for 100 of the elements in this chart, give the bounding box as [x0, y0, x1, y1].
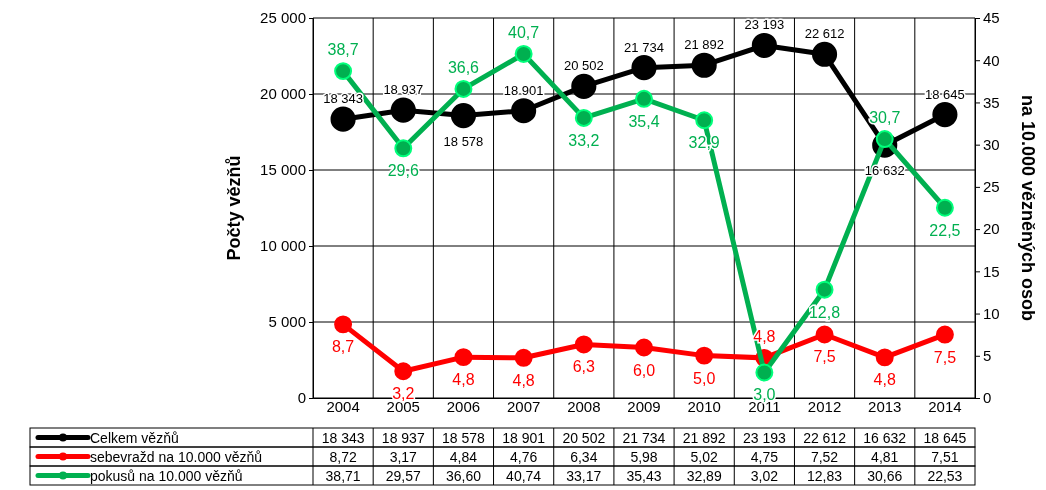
data-label: 18 578: [442, 429, 486, 446]
annotation: 30,7: [869, 109, 901, 127]
point: [811, 41, 838, 67]
data-label: 33,17: [566, 467, 602, 484]
text: 18 343: [323, 91, 363, 107]
legend-label: Celkem vězňů: [90, 429, 179, 446]
x-tick-label: 2008: [567, 398, 601, 416]
data-label: 5,98: [630, 448, 658, 465]
data-label: 22,53: [927, 467, 963, 484]
point: [334, 315, 353, 334]
data-label: 29,57: [385, 467, 421, 484]
y2-tick-label: 30: [983, 135, 1000, 153]
annotation: 22,5: [929, 221, 961, 239]
data-label: 4,75: [750, 448, 779, 465]
text: 23 193: [744, 17, 785, 33]
annotation: 4,8: [452, 371, 475, 389]
annotation: 40,7: [508, 23, 540, 41]
data-label: 16 632: [863, 429, 907, 446]
point: [932, 102, 958, 128]
annotation: 6,0: [632, 361, 656, 379]
y2-tick-label: 40: [983, 51, 1000, 69]
y-tick-label: 0: [297, 389, 306, 407]
y2-tick-label: 45: [983, 9, 1000, 27]
data-label: 18 343: [321, 429, 365, 446]
y-axis-title: Počty vězňů: [224, 155, 244, 261]
x-tick-label: 2013: [868, 398, 902, 416]
text: 22 612: [804, 26, 845, 42]
annotation: 35,4: [628, 112, 660, 130]
text: 20 502: [563, 58, 604, 74]
point: [511, 98, 537, 124]
annotation: 4,8: [512, 371, 535, 389]
annotation: 6,3: [572, 358, 596, 376]
data-label: 6,34: [570, 448, 598, 465]
data-label: 5,02: [690, 448, 719, 465]
x-tick-label: 2006: [446, 398, 481, 416]
text: 18 578: [443, 133, 484, 149]
data-label: 4,84: [449, 448, 478, 465]
text: 21 734: [624, 39, 664, 55]
annotation: 7,5: [813, 348, 836, 366]
x-tick-label: 2004: [326, 398, 360, 416]
data-label: 38,71: [325, 467, 361, 484]
y-tick-label: 10 000: [260, 237, 306, 255]
point: [875, 348, 894, 367]
data-label: 32,89: [686, 467, 722, 484]
x-tick-label: 2010: [687, 398, 721, 416]
y2-tick-label: 0: [983, 389, 992, 407]
text: 18 937: [383, 82, 424, 98]
point: [454, 348, 473, 367]
x-tick-label: 2012: [807, 398, 842, 416]
data-label: 3,02: [750, 467, 779, 484]
data-label: 21 892: [682, 429, 726, 446]
data-label: 7,51: [931, 448, 959, 465]
point: [574, 335, 593, 354]
point: [815, 325, 834, 344]
data-label: 40,74: [506, 467, 542, 484]
legend-label: sebevražd na 10.000 vězňů: [90, 448, 263, 465]
y-tick-label: 15 000: [260, 161, 306, 179]
y2-tick-label: 5: [983, 347, 992, 365]
point: [751, 32, 777, 59]
data-label: 21 734: [622, 429, 666, 446]
data-label: 12,83: [807, 467, 843, 484]
text: 21 892: [684, 37, 725, 53]
text: 16 632: [864, 163, 905, 179]
point: [635, 89, 653, 108]
point: [394, 139, 413, 158]
y2-tick-label: 10: [983, 304, 1000, 322]
point: [935, 325, 954, 344]
annotation: 36,6: [447, 58, 480, 76]
annotation: 5,0: [693, 369, 716, 387]
y2-tick-label: 15: [983, 262, 1000, 280]
data-label: 18 645: [923, 429, 967, 446]
point: [571, 73, 597, 99]
x-tick-label: 2009: [627, 398, 661, 416]
data-label: 35,43: [626, 467, 662, 484]
point: [390, 97, 416, 123]
x-tick-label: 2007: [506, 398, 541, 416]
data-label: 30,66: [867, 467, 903, 484]
annotation: 8,7: [331, 338, 355, 356]
point: [450, 103, 477, 129]
data-label: 3,17: [389, 448, 418, 465]
annotation: 33,2: [568, 131, 600, 149]
point: [394, 362, 413, 381]
data-label: 23 193: [742, 429, 786, 446]
annotation: 7,5: [933, 348, 957, 366]
data-label: 20 502: [562, 429, 606, 446]
point: [514, 348, 533, 367]
data-label: 4,81: [871, 448, 899, 465]
data-label: 8,72: [329, 448, 357, 465]
point: [935, 198, 954, 217]
point: [574, 108, 593, 127]
y-tick-label: 5 000: [268, 313, 306, 331]
data-label: 7,52: [810, 448, 839, 465]
data-label: 22 612: [803, 429, 847, 446]
point: [631, 55, 657, 81]
point: [454, 79, 473, 98]
data-label: 18 937: [381, 429, 425, 446]
annotation: 38,7: [327, 41, 359, 59]
annotation: 4,8: [873, 371, 896, 389]
point: [815, 280, 834, 299]
annotation: 29,6: [387, 162, 419, 180]
